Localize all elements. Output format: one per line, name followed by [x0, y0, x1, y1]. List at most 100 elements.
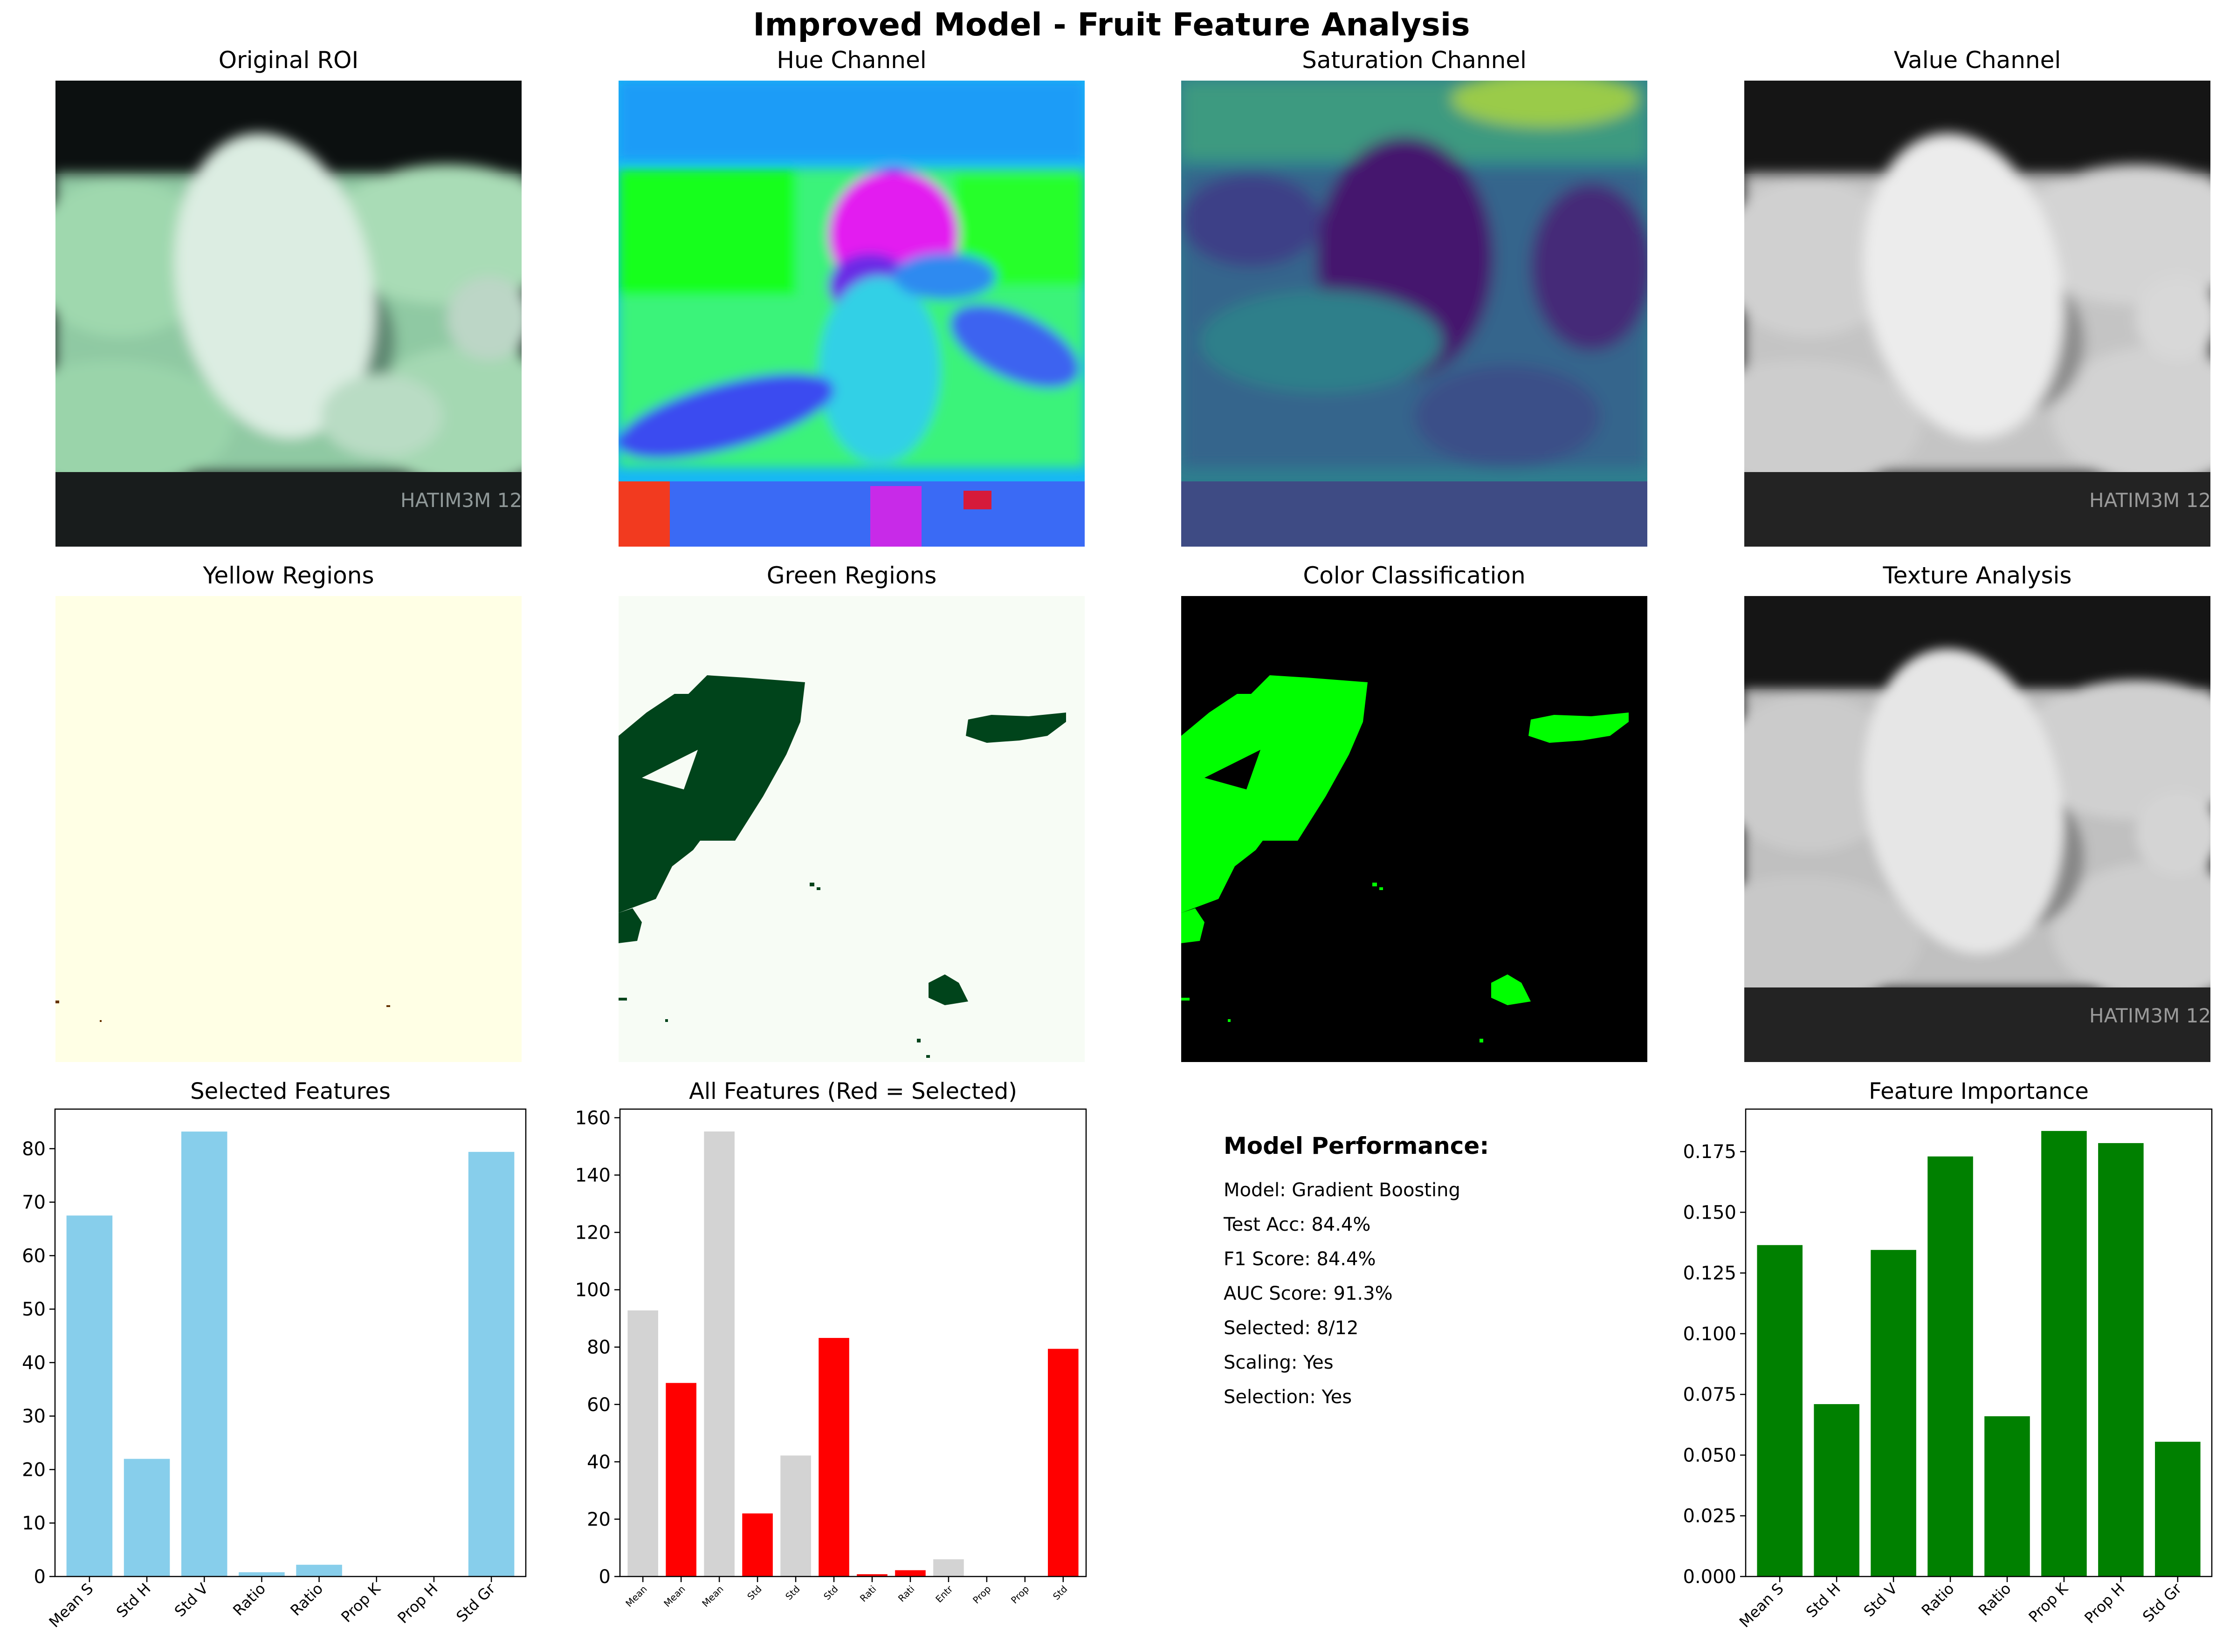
x-tick-label: Prop H — [2081, 1580, 2128, 1627]
panel-hue: Hue Channel — [619, 47, 1085, 547]
bar — [2155, 1442, 2201, 1577]
x-tick-label: Prop K — [2025, 1579, 2072, 1626]
bar — [1927, 1157, 1973, 1577]
y-tick-label: 140 — [575, 1165, 611, 1186]
panel-title: Original ROI — [55, 47, 522, 74]
y-tick-label: 0.100 — [1683, 1323, 1736, 1345]
value-channel-image: HATIM3M 12 — [1744, 81, 2210, 547]
bar — [1871, 1250, 1916, 1577]
y-tick-label: 120 — [575, 1222, 611, 1244]
x-tick-label: Ratio — [229, 1580, 269, 1619]
y-tick-label: 0.000 — [1683, 1566, 1736, 1588]
bar — [296, 1565, 342, 1577]
feature-importance-chart: Feature Importance 0.000 0.025 0.050 0.075 0.… — [1594, 1072, 2223, 1652]
x-tick-label: Std V — [1860, 1580, 1901, 1620]
x-tick-label: Std Gr — [2139, 1579, 2185, 1625]
panel-yellow: Yellow Regions — [55, 562, 522, 1062]
x-tick-label: Std V — [171, 1580, 212, 1620]
texture-analysis-image: HATIM3M 12 — [1744, 596, 2210, 1062]
green-regions-image — [619, 596, 1085, 1062]
x-tick-label: Ratio — [1975, 1580, 2015, 1619]
bar — [124, 1459, 170, 1577]
y-tick-label: 40 — [587, 1452, 611, 1473]
y-tick-label: 0.175 — [1683, 1141, 1736, 1163]
bar — [1757, 1245, 1803, 1577]
x-tick-label: Mean S — [45, 1580, 96, 1631]
panel-original-roi: Original ROI HATIM3M 12 — [55, 47, 522, 547]
bar — [819, 1338, 849, 1577]
selected-features-chart: Selected Features 0 10 20 30 40 50 60 70 80 Mean S… — [0, 1072, 550, 1652]
x-tick-label: Prop — [1009, 1583, 1031, 1606]
panel-title: Color Classification — [1181, 562, 1647, 589]
panel-title: Hue Channel — [619, 47, 1085, 74]
metric-selection: Selection: Yes — [1224, 1374, 1597, 1420]
x-tick-label: Std Gr — [453, 1579, 499, 1625]
x-tick-label: Ratio — [1918, 1580, 1958, 1619]
panel-title: Value Channel — [1744, 47, 2210, 74]
y-tick-label: 40 — [22, 1352, 46, 1374]
x-tick-label: Std — [821, 1583, 840, 1602]
panel-texture: Texture Analysis HATIM3M 12 — [1744, 562, 2210, 1062]
x-tick-label: Std — [745, 1583, 764, 1602]
y-tick-label: 20 — [22, 1459, 46, 1481]
y-tick-label: 160 — [575, 1107, 611, 1129]
image-overlay-text: HATIM3M 12 — [2089, 1004, 2210, 1027]
chart-title: Selected Features — [190, 1078, 391, 1104]
bar — [1814, 1404, 1859, 1577]
all-features-chart: All Features (Red = Selected) 0 20 40 60 80 10… — [550, 1072, 1128, 1652]
x-tick-label: Std H — [113, 1580, 154, 1621]
bar — [1984, 1416, 2030, 1577]
panel-saturation: Saturation Channel — [1181, 47, 1647, 547]
chart-title: All Features (Red = Selected) — [689, 1078, 1017, 1104]
image-overlay-text: HATIM3M 12 — [400, 489, 522, 512]
y-tick-label: 0 — [34, 1566, 46, 1588]
y-tick-label: 50 — [22, 1299, 46, 1320]
chart-title: Feature Importance — [1869, 1078, 2089, 1104]
x-tick-label: Rati — [896, 1583, 917, 1604]
bar — [468, 1152, 515, 1577]
panel-title: Texture Analysis — [1744, 562, 2210, 589]
model-performance-panel: Model Performance: Model: Gradient Boost… — [1224, 1132, 1597, 1420]
x-tick-label: Mean — [700, 1583, 726, 1610]
y-tick-label: 0 — [599, 1566, 611, 1588]
x-tick-label: Mean — [623, 1583, 649, 1610]
x-tick-label: Prop — [970, 1583, 993, 1606]
y-tick-label: 80 — [22, 1138, 46, 1160]
y-tick-label: 30 — [22, 1406, 46, 1427]
bar — [933, 1559, 964, 1577]
panel-color-classification: Color Classification — [1181, 562, 1647, 1062]
bar — [1048, 1349, 1079, 1577]
bar — [239, 1572, 285, 1577]
y-tick-label: 80 — [587, 1337, 611, 1358]
original-roi-image: HATIM3M 12 — [55, 81, 522, 547]
color-classification-image — [1181, 596, 1647, 1062]
bar — [742, 1514, 773, 1577]
x-tick-label: Prop K — [337, 1579, 384, 1626]
x-tick-label: Std — [783, 1583, 802, 1602]
y-tick-label: 0.050 — [1683, 1445, 1736, 1466]
x-tick-label: Mean — [661, 1583, 688, 1610]
x-tick-label: Std H — [1803, 1580, 1844, 1621]
bar — [780, 1455, 811, 1577]
y-tick-label: 20 — [587, 1509, 611, 1530]
figure-title: Improved Model - Fruit Feature Analysis — [0, 7, 2223, 43]
yellow-regions-image — [55, 596, 522, 1062]
bar — [704, 1131, 735, 1577]
y-tick-label: 10 — [22, 1513, 46, 1534]
panel-title: Green Regions — [619, 562, 1085, 589]
bar — [627, 1310, 658, 1577]
panel-title: Saturation Channel — [1181, 47, 1647, 74]
panel-value: Value Channel HATIM3M 12 — [1744, 47, 2210, 547]
y-tick-label: 0.025 — [1683, 1506, 1736, 1527]
saturation-channel-image — [1181, 81, 1647, 547]
image-overlay-text: HATIM3M 12 — [2089, 489, 2210, 512]
y-tick-label: 0.075 — [1683, 1384, 1736, 1405]
y-tick-label: 60 — [22, 1245, 46, 1267]
bar — [2041, 1131, 2087, 1577]
bar — [67, 1215, 113, 1577]
panel-title: Yellow Regions — [55, 562, 522, 589]
bar — [895, 1570, 926, 1577]
y-tick-label: 70 — [22, 1192, 46, 1213]
panel-green: Green Regions — [619, 562, 1085, 1062]
bar — [666, 1383, 696, 1577]
